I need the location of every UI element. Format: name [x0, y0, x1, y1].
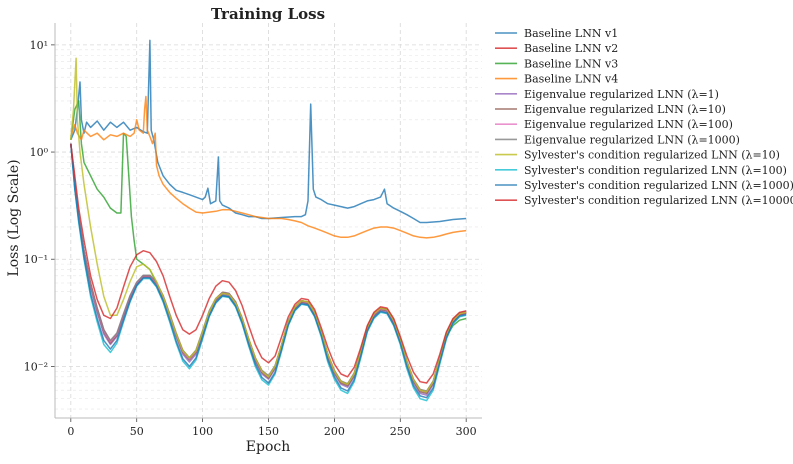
y-tick-label: 10⁻¹	[24, 253, 48, 266]
legend-label-9: Sylvester's condition regularized LNN (λ…	[524, 149, 780, 162]
x-tick-label: 150	[258, 425, 279, 438]
y-axis-title: Loss (Log Scale)	[6, 159, 22, 276]
x-tick-label: 100	[192, 425, 213, 438]
series-line-12	[70, 143, 467, 384]
y-tick-label: 10⁻²	[24, 360, 48, 373]
legend: Baseline LNN v1 Baseline LNN v2 Baseline L…	[495, 27, 793, 207]
chart-title: Training Loss	[211, 5, 325, 23]
legend-label-4: Baseline LNN v4	[524, 73, 618, 86]
legend-label-7: Eigenvalue regularized LNN (λ=100)	[524, 118, 733, 131]
legend-label-3: Baseline LNN v3	[524, 57, 618, 70]
x-tick-label: 50	[130, 425, 144, 438]
series-line-1	[70, 39, 467, 224]
y-tick-label: 10¹	[30, 39, 48, 52]
x-tick-label: 200	[324, 425, 345, 438]
legend-label-2: Baseline LNN v2	[524, 42, 618, 55]
x-axis-title: Epoch	[246, 439, 290, 455]
series-lines	[70, 39, 467, 402]
series-line-4	[70, 95, 467, 239]
axes: 10⁻² 10⁻¹ 10⁰ 10¹ 0 50 100 150 200 250 300	[24, 23, 482, 438]
series-line-11	[70, 143, 467, 399]
grid-lines	[55, 23, 482, 418]
legend-label-11: Sylvester's condition regularized LNN (λ…	[524, 179, 793, 192]
y-tick-label: 10⁰	[30, 146, 49, 159]
legend-label-1: Baseline LNN v1	[524, 27, 618, 40]
legend-label-12: Sylvester's condition regularized LNN (λ…	[524, 194, 793, 207]
legend-label-5: Eigenvalue regularized LNN (λ=1)	[524, 88, 719, 101]
legend-label-8: Eigenvalue regularized LNN (λ=1000)	[524, 133, 740, 146]
x-tick-label: 300	[456, 425, 477, 438]
x-tick-label: 0	[67, 425, 74, 438]
legend-label-10: Sylvester's condition regularized LNN (λ…	[524, 164, 787, 177]
x-tick-label: 250	[390, 425, 411, 438]
legend-label-6: Eigenvalue regularized LNN (λ=10)	[524, 103, 726, 116]
